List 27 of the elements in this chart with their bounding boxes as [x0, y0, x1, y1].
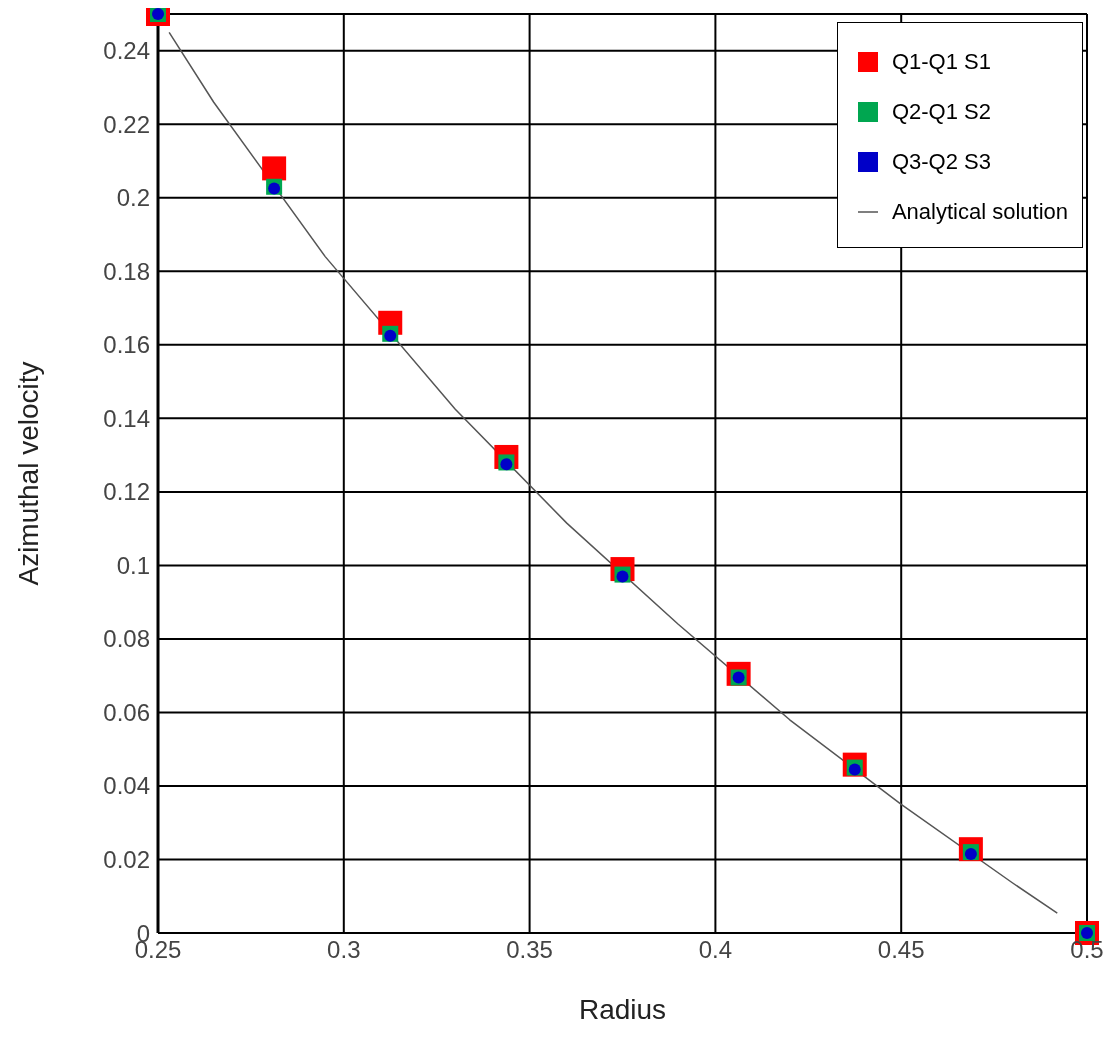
y-tick-label: 0.1 [116, 551, 150, 579]
y-tick-label: 0.16 [103, 331, 150, 359]
point [500, 458, 513, 471]
legend-label: Analytical solution [891, 199, 1068, 225]
x-tick-label: 0.3 [327, 936, 361, 964]
y-tick-label: 0.18 [103, 257, 150, 285]
legend-label: Q1-Q1 S1 [891, 49, 991, 75]
y-axis-title: Azimuthal velocity [12, 361, 44, 586]
x-tick-label: 0.45 [877, 936, 925, 964]
point [384, 329, 397, 342]
x-tick-label: 0.4 [698, 936, 733, 964]
x-axis-title: Radius [578, 994, 667, 1025]
legend-label: Q3-Q2 S3 [891, 149, 991, 175]
y-tick-label: 0.22 [103, 110, 150, 138]
y-tick-label: 0.06 [103, 698, 150, 726]
legend-label: Q2-Q1 S2 [891, 99, 991, 125]
point [616, 570, 629, 583]
y-tick-label: 0.12 [103, 478, 150, 506]
point [262, 156, 287, 181]
y-tick-label: 0.24 [103, 37, 150, 65]
y-tick-label: 0.02 [103, 846, 150, 873]
y-tick-label: 0.2 [116, 184, 150, 212]
y-tick-label: 0.08 [103, 625, 150, 653]
y-tick-label: 0.14 [103, 404, 150, 432]
point [268, 182, 281, 195]
x-tick-label: 0.35 [506, 936, 553, 964]
y-tick-label: 0.04 [103, 772, 150, 800]
